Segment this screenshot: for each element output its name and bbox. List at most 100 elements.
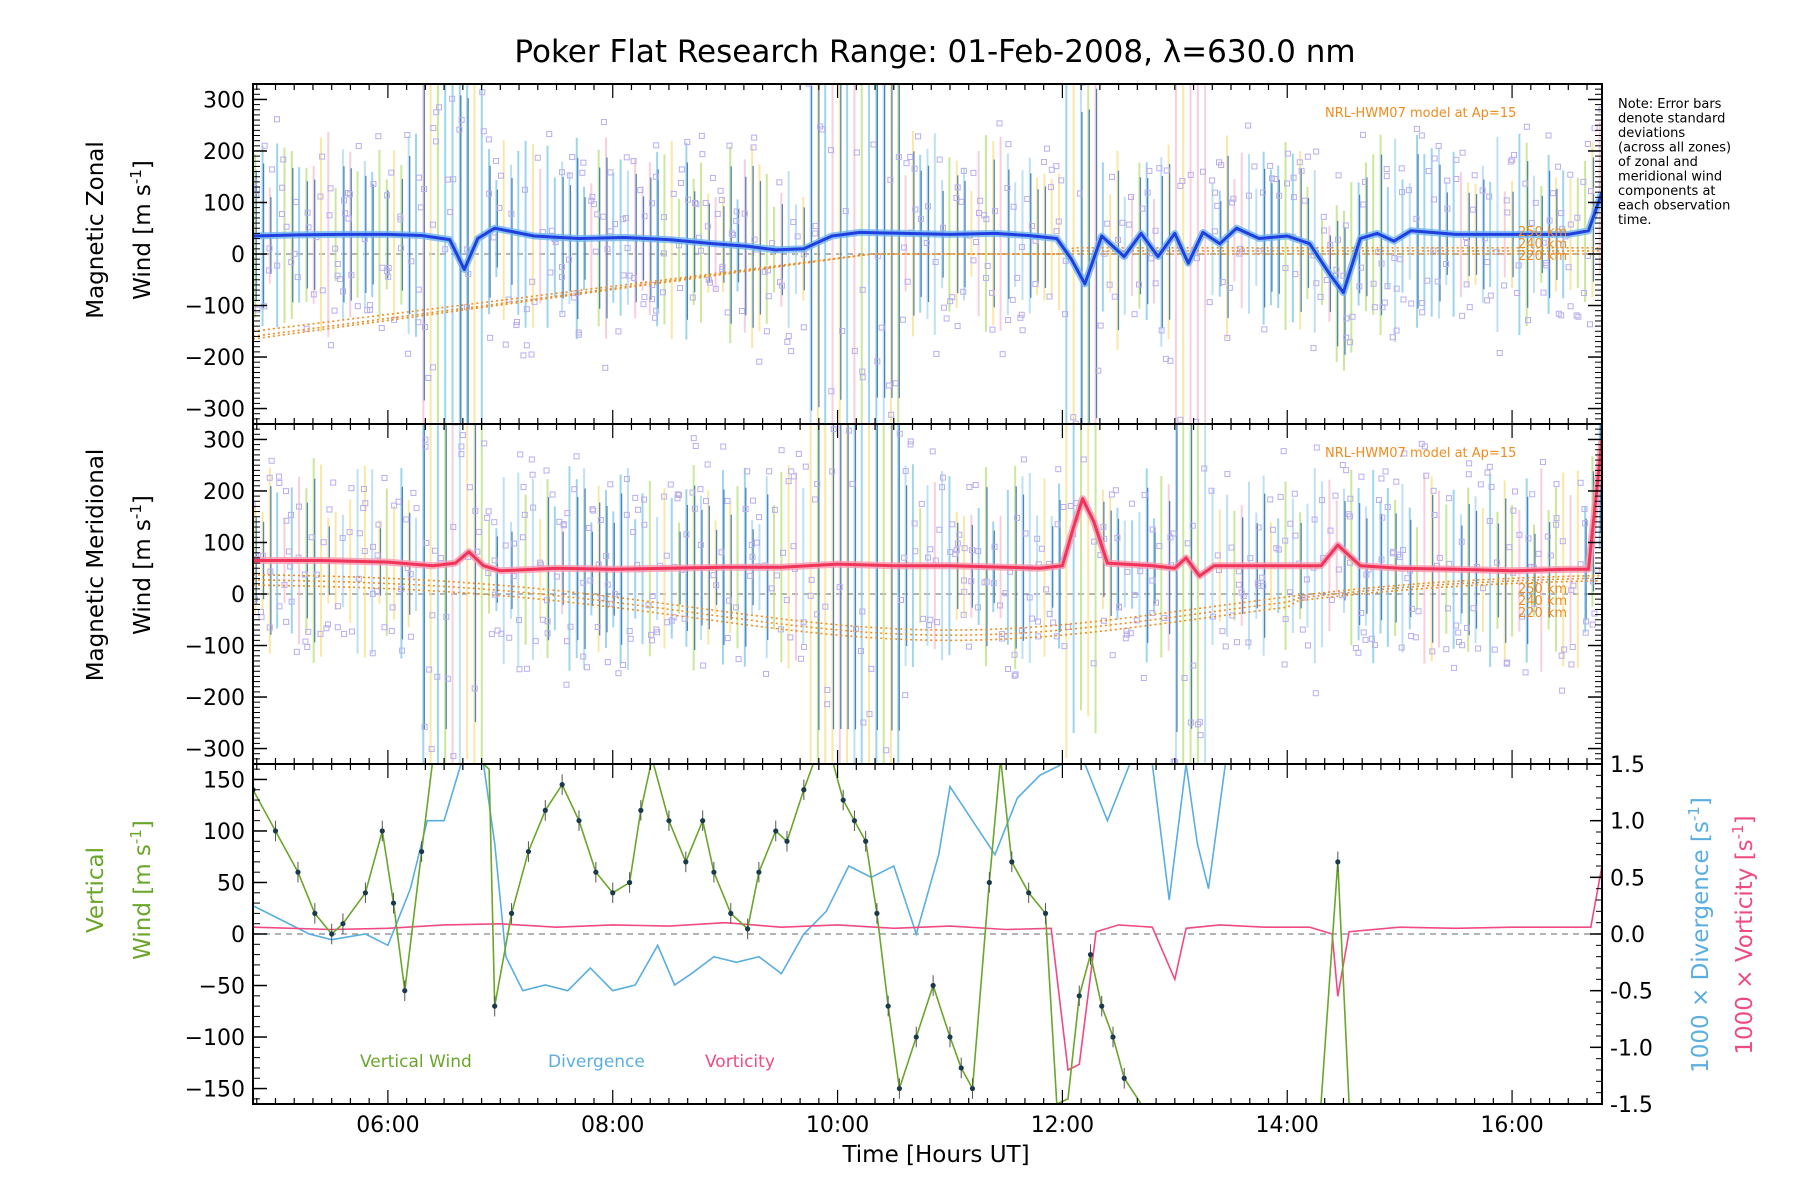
scatter-point	[513, 322, 520, 329]
scatter-point	[1320, 213, 1327, 220]
scatter-point	[1201, 465, 1208, 472]
scatter-point	[484, 514, 491, 521]
scatter-point	[1144, 189, 1151, 196]
scatter-point	[1523, 123, 1530, 130]
scatter-point	[1028, 223, 1035, 230]
scatter-point	[421, 723, 428, 730]
scatter-point	[529, 471, 536, 478]
scatter-point	[1224, 471, 1231, 478]
scatter-point	[1184, 540, 1191, 547]
scatter-point	[567, 623, 574, 630]
scatter-point	[1488, 483, 1495, 490]
scatter-point	[426, 666, 433, 673]
scatter-point	[1273, 545, 1280, 552]
scatter-point	[1196, 719, 1203, 726]
scatter-point	[466, 484, 473, 491]
scatter-point	[254, 306, 261, 313]
scatter-point	[407, 633, 414, 640]
scatter-point	[422, 436, 429, 443]
scatter-point	[936, 526, 943, 533]
vertical-wind-point	[913, 1034, 919, 1040]
scatter-point	[459, 432, 466, 439]
scatter-point	[934, 619, 941, 626]
scatter-point	[1371, 642, 1378, 649]
scatter-point	[544, 618, 551, 625]
scatter-point	[947, 298, 954, 305]
vertical-wind-panel: 1.5 1.0 0.5 0.0 -0.5 -1.0 -1.5 150 100 50 0 −50 −100…	[185, 753, 1653, 1118]
scatter-point	[1219, 279, 1226, 286]
scatter-point	[766, 468, 773, 475]
meridional-ylabel: Magnetic Meridional Wind [m s-1]	[83, 449, 156, 682]
panel-0-plot-area	[253, 84, 1602, 424]
scatter-point	[1053, 228, 1060, 235]
scatter-point	[1424, 277, 1431, 284]
scatter-point	[892, 380, 899, 387]
scatter-point	[954, 184, 961, 191]
scatter-point	[603, 553, 610, 560]
scatter-point	[580, 579, 587, 586]
scatter-point	[1149, 526, 1156, 533]
scatter-point	[336, 276, 343, 283]
scatter-point	[749, 497, 756, 504]
y-tick-label: 0	[231, 243, 245, 268]
scatter-point	[1122, 635, 1129, 642]
meridional-wind-line	[253, 439, 1602, 578]
scatter-point	[273, 116, 280, 123]
scatter-point	[842, 208, 849, 215]
scatter-point	[607, 228, 614, 235]
scatter-point	[442, 246, 449, 253]
scatter-point	[1453, 156, 1460, 163]
scatter-point	[1247, 555, 1254, 562]
scatter-point	[430, 125, 437, 132]
scatter-point	[1127, 630, 1134, 637]
scatter-point	[1381, 299, 1388, 306]
y-tick-label: −50	[199, 975, 245, 1000]
model-altitude-label: 250 km	[1518, 582, 1567, 597]
note-line: deviations	[1618, 126, 1685, 141]
scatter-point	[370, 180, 377, 187]
scatter-point	[907, 154, 914, 161]
model-curve	[253, 253, 1602, 340]
scatter-point	[258, 614, 265, 621]
scatter-point	[1466, 460, 1473, 467]
scatter-point	[899, 316, 906, 323]
scatter-point	[794, 233, 801, 240]
y2-tick-label: 0.5	[1610, 866, 1645, 891]
scatter-point	[1206, 299, 1213, 306]
scatter-point	[266, 474, 273, 481]
scatter-point	[653, 307, 660, 314]
scatter-point	[381, 474, 388, 481]
scatter-point	[276, 473, 283, 480]
scatter-point	[1559, 538, 1566, 545]
scatter-point	[912, 206, 919, 213]
scatter-point	[1506, 544, 1513, 551]
scatter-point	[302, 638, 309, 645]
scatter-point	[425, 375, 432, 382]
vertical-ylabel-line1: Vertical	[83, 847, 109, 933]
scatter-point	[1209, 177, 1216, 184]
scatter-point	[960, 611, 967, 618]
scatter-point	[1567, 303, 1574, 310]
scatter-point	[1014, 274, 1021, 281]
scatter-point	[1444, 205, 1451, 212]
scatter-point	[1259, 574, 1266, 581]
scatter-point	[703, 498, 710, 505]
scatter-point	[1522, 669, 1529, 676]
scatter-point	[763, 328, 770, 335]
scatter-point	[474, 548, 481, 555]
scatter-point	[1276, 192, 1283, 199]
scatter-point	[1100, 523, 1107, 530]
scatter-point	[346, 529, 353, 536]
scatter-point	[777, 626, 784, 633]
scatter-point	[1412, 634, 1419, 641]
scatter-point	[1005, 141, 1012, 148]
scatter-point	[652, 173, 659, 180]
scatter-point	[1009, 296, 1016, 303]
scatter-point	[523, 306, 530, 313]
scatter-point	[1535, 550, 1542, 557]
scatter-point	[579, 169, 586, 176]
scatter-point	[912, 548, 919, 555]
scatter-point	[559, 310, 566, 317]
scatter-point	[997, 602, 1004, 609]
vertical-wind-point	[666, 818, 672, 824]
